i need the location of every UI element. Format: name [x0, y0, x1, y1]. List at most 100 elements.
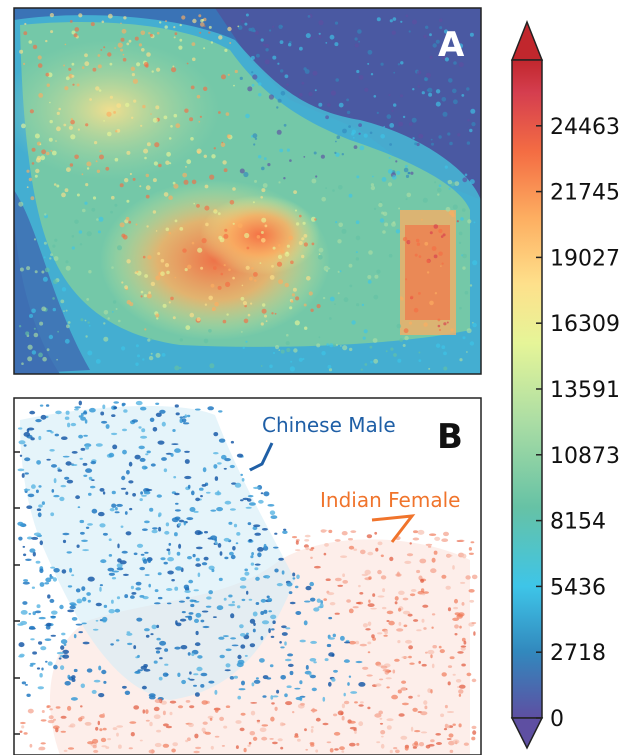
speckle: [327, 103, 331, 107]
speckle: [26, 693, 31, 697]
speckle: [18, 325, 22, 328]
speckle: [223, 264, 226, 267]
speckle: [102, 491, 106, 495]
speckle: [276, 261, 283, 267]
speckle: [320, 154, 325, 159]
speckle: [138, 43, 142, 47]
speckle: [430, 138, 433, 141]
speckle: [122, 57, 127, 62]
speckle: [101, 20, 105, 24]
speckle: [348, 640, 356, 645]
speckle: [153, 714, 161, 719]
speckle: [404, 746, 409, 751]
speckle: [431, 663, 435, 669]
speckle: [90, 485, 96, 489]
speckle: [439, 649, 445, 654]
speckle: [388, 93, 391, 97]
speckle: [380, 62, 384, 66]
speckle: [458, 231, 463, 236]
speckle: [206, 596, 212, 600]
speckle: [437, 187, 442, 193]
speckle: [53, 256, 59, 261]
speckle: [29, 109, 34, 114]
speckle: [70, 119, 75, 125]
speckle: [23, 432, 31, 437]
speckle: [328, 267, 331, 270]
speckle: [196, 204, 200, 208]
speckle: [44, 638, 52, 641]
speckle: [194, 530, 202, 536]
speckle: [305, 585, 312, 591]
speckle: [461, 637, 466, 642]
speckle: [67, 609, 75, 613]
speckle: [36, 155, 42, 161]
speckle: [63, 643, 67, 646]
speckle: [430, 568, 437, 574]
colorbar-tick-label: 8154: [550, 510, 606, 535]
speckle: [334, 748, 339, 751]
colorbar-extend-min: [510, 717, 544, 750]
speckle: [367, 706, 371, 710]
speckle: [50, 431, 54, 434]
speckle: [436, 742, 442, 745]
speckle: [466, 351, 468, 353]
speckle: [228, 268, 231, 272]
speckle: [226, 134, 231, 139]
speckle: [129, 172, 132, 176]
speckle: [41, 149, 46, 155]
speckle: [298, 93, 303, 97]
speckle: [447, 179, 453, 185]
speckle: [225, 281, 231, 287]
speckle: [133, 645, 137, 650]
speckle: [244, 654, 248, 657]
speckle: [398, 607, 402, 612]
speckle: [154, 589, 159, 593]
speckle: [364, 569, 371, 575]
speckle: [243, 318, 249, 324]
speckle: [420, 731, 428, 734]
speckle: [187, 556, 192, 560]
speckle: [89, 407, 96, 413]
speckle: [290, 260, 294, 265]
speckle: [459, 306, 462, 310]
speckle: [88, 270, 92, 274]
speckle: [376, 17, 381, 22]
speckle: [173, 113, 178, 118]
speckle: [469, 284, 473, 287]
speckle: [60, 645, 65, 650]
speckle: [86, 167, 90, 170]
speckle: [235, 542, 239, 545]
speckle: [252, 611, 258, 617]
speckle: [152, 427, 158, 432]
speckle: [441, 672, 447, 677]
speckle: [410, 726, 414, 732]
speckle: [265, 320, 268, 322]
speckle: [130, 595, 135, 599]
speckle: [71, 617, 78, 621]
speckle: [258, 93, 262, 97]
speckle: [412, 707, 418, 712]
speckle: [160, 271, 165, 277]
speckle: [391, 222, 396, 227]
speckle: [140, 406, 147, 411]
speckle: [435, 343, 441, 348]
speckle: [313, 607, 320, 612]
speckle: [349, 284, 353, 288]
speckle: [23, 732, 28, 735]
speckle: [245, 13, 249, 17]
speckle: [35, 489, 39, 494]
speckle: [98, 89, 102, 92]
speckle: [426, 271, 430, 274]
speckle: [97, 230, 101, 234]
speckle: [316, 304, 321, 309]
speckle: [55, 706, 61, 709]
speckle: [371, 634, 375, 639]
speckle: [74, 406, 81, 409]
speckle: [292, 711, 295, 714]
speckle: [218, 577, 223, 582]
speckle: [172, 181, 176, 185]
speckle: [389, 19, 393, 23]
speckle: [435, 89, 441, 94]
speckle: [299, 639, 306, 643]
speckle: [91, 479, 95, 481]
